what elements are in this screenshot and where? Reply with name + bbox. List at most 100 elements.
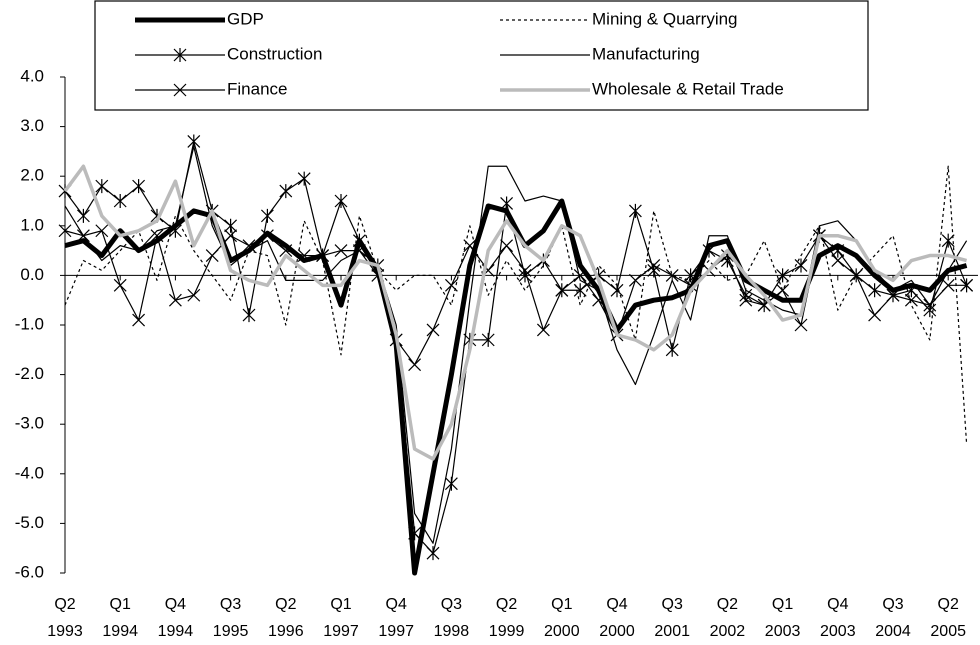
y-tick-label: 3.0 [20, 116, 44, 135]
marker [408, 358, 422, 372]
marker [960, 278, 974, 292]
marker [352, 244, 366, 258]
marker [500, 196, 514, 211]
series-line [64, 145, 968, 544]
x-tick-label: Q3 2001 [654, 596, 690, 640]
marker [628, 273, 642, 287]
legend-label: Wholesale & Retail Trade [592, 79, 784, 98]
marker [739, 293, 753, 307]
marker [173, 48, 187, 62]
marker [555, 283, 569, 297]
marker [444, 476, 458, 491]
marker [132, 179, 146, 194]
marker [720, 249, 734, 262]
x-tick-label: Q2 1996 [268, 596, 304, 640]
marker [868, 308, 882, 322]
y-tick-label: -2.0 [15, 364, 44, 383]
x-tick-label: Q2 1993 [47, 596, 83, 640]
marker [776, 268, 790, 283]
marker [573, 268, 587, 282]
marker [794, 258, 808, 273]
y-tick-label: -3.0 [15, 414, 44, 433]
marker [849, 268, 863, 282]
marker [297, 171, 311, 186]
marker [573, 283, 587, 298]
x-tick-label: Q3 1998 [433, 596, 470, 640]
marker [132, 313, 146, 327]
marker [536, 323, 550, 337]
y-tick-label: -6.0 [15, 562, 44, 581]
marker [684, 278, 698, 292]
x-tick-label: Q2 2002 [709, 596, 746, 640]
x-tick-label: Q4 2003 [820, 596, 856, 640]
marker [316, 249, 330, 262]
marker [95, 224, 109, 238]
marker [352, 233, 366, 248]
series-line [64, 165, 968, 445]
marker [58, 224, 72, 238]
marker [684, 268, 698, 283]
marker [260, 229, 274, 243]
marker [408, 526, 422, 541]
legend-label: Manufacturing [592, 44, 700, 63]
series-line [63, 164, 968, 461]
marker [187, 288, 201, 302]
y-tick-label: 1.0 [20, 215, 44, 234]
y-tick-label: -5.0 [15, 513, 44, 532]
marker [500, 239, 514, 253]
marker [941, 278, 955, 292]
marker [444, 278, 458, 292]
marker [173, 83, 187, 97]
y-tick-label: 2.0 [20, 166, 44, 185]
marker [665, 342, 679, 357]
marker [224, 229, 238, 243]
marker [168, 293, 182, 307]
marker [868, 283, 882, 298]
y-tick-label: -1.0 [15, 314, 44, 333]
marker [205, 249, 219, 262]
y-tick-label: 4.0 [20, 66, 44, 85]
x-tick-label: Q2 1999 [488, 596, 525, 640]
marker [297, 249, 311, 262]
marker [665, 268, 679, 282]
marker [610, 283, 624, 298]
marker [794, 318, 808, 332]
marker [776, 283, 790, 297]
series-line [64, 198, 968, 576]
marker [628, 203, 642, 218]
legend-label: Construction [227, 44, 322, 63]
marker [334, 194, 348, 208]
marker [242, 239, 256, 253]
marker [76, 208, 90, 223]
legend-label: Finance [227, 79, 287, 98]
marker [279, 184, 293, 199]
marker [886, 288, 900, 302]
marker [904, 293, 918, 307]
marker [279, 244, 293, 258]
marker [150, 229, 164, 243]
marker [647, 259, 661, 272]
marker [426, 323, 440, 337]
y-tick-label: -4.0 [15, 463, 44, 482]
legend-label: Mining & Quarrying [592, 9, 738, 28]
marker [113, 194, 127, 208]
x-tick-label: Q4 1994 [157, 596, 194, 640]
x-tick-label: Q3 1995 [212, 596, 249, 640]
x-tick-label: Q1 1994 [102, 596, 138, 640]
series-line [64, 230, 967, 366]
legend-label: GDP [227, 9, 264, 28]
marker [260, 208, 274, 223]
series-line [64, 140, 968, 554]
x-tick-label: Q4 1997 [378, 596, 414, 640]
x-tick-label: Q4 2000 [599, 596, 635, 640]
marker [334, 244, 348, 258]
y-tick-label: 0.0 [20, 265, 44, 284]
marker [831, 254, 845, 267]
marker [463, 239, 477, 253]
marker [518, 264, 532, 277]
marker [426, 546, 440, 561]
marker [113, 278, 127, 292]
marker [923, 298, 937, 312]
